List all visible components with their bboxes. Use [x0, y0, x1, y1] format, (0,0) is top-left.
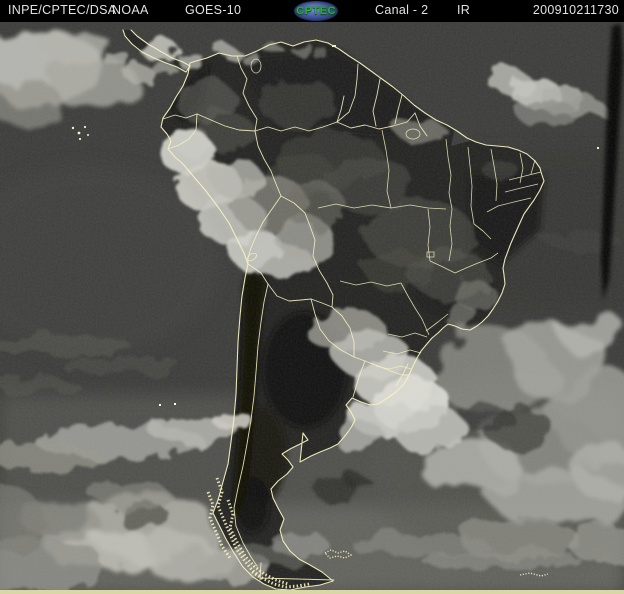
org-label: NOAA	[112, 3, 149, 17]
header-bar: INPE/CPTEC/DSA NOAA GOES-10 CPTEC Canal …	[0, 0, 624, 22]
cptec-logo-icon: CPTEC	[294, 1, 338, 21]
agency-label: INPE/CPTEC/DSA	[8, 3, 117, 17]
map-bottom-edge	[0, 590, 624, 594]
channel-label: Canal - 2	[375, 3, 429, 17]
cptec-logo-text: CPTEC	[296, 5, 336, 17]
ir-grain	[0, 22, 624, 594]
satellite-label: GOES-10	[185, 3, 242, 17]
timestamp-label: 200910211730	[532, 3, 619, 17]
band-label: IR	[457, 3, 471, 17]
